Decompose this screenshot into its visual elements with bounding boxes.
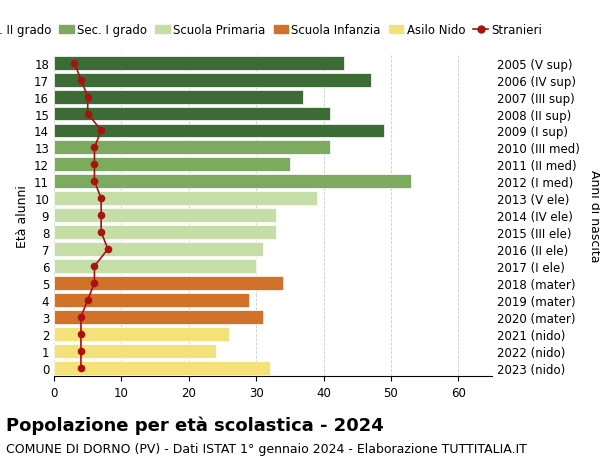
Point [83, 297, 92, 304]
Bar [54, 259, 256, 274]
Bar [54, 226, 277, 240]
Point [97, 229, 106, 236]
Bar [54, 276, 283, 290]
Y-axis label: Anni di nascita: Anni di nascita [588, 169, 600, 262]
Point [97, 128, 106, 135]
Point [83, 94, 92, 101]
Bar [54, 192, 317, 206]
Point [70, 60, 79, 67]
Point [97, 212, 106, 219]
Bar [54, 56, 344, 71]
Point [97, 195, 106, 202]
Point [89, 178, 99, 185]
Point [76, 77, 86, 84]
Bar [54, 124, 384, 138]
Text: Popolazione per età scolastica - 2024: Popolazione per età scolastica - 2024 [6, 415, 384, 434]
Point [76, 364, 86, 372]
Point [83, 111, 92, 118]
Bar [54, 361, 269, 375]
Legend: Sec. II grado, Sec. I grado, Scuola Primaria, Scuola Infanzia, Asilo Nido, Stran: Sec. II grado, Sec. I grado, Scuola Prim… [0, 19, 547, 42]
Bar [54, 327, 229, 341]
Point [76, 347, 86, 355]
Bar [54, 293, 250, 307]
Point [89, 145, 99, 152]
Text: COMUNE DI DORNO (PV) - Dati ISTAT 1° gennaio 2024 - Elaborazione TUTTITALIA.IT: COMUNE DI DORNO (PV) - Dati ISTAT 1° gen… [6, 442, 527, 454]
Bar [54, 90, 304, 104]
Y-axis label: Età alunni: Età alunni [16, 185, 29, 247]
Bar [54, 73, 371, 87]
Point [76, 330, 86, 338]
Point [89, 161, 99, 168]
Point [103, 246, 113, 253]
Point [89, 263, 99, 270]
Bar [54, 243, 263, 257]
Bar [54, 344, 216, 358]
Bar [54, 209, 277, 223]
Point [89, 280, 99, 287]
Bar [54, 310, 263, 324]
Point [76, 313, 86, 321]
Bar [54, 107, 330, 121]
Bar [54, 158, 290, 172]
Bar [54, 141, 330, 155]
Bar [54, 175, 411, 189]
